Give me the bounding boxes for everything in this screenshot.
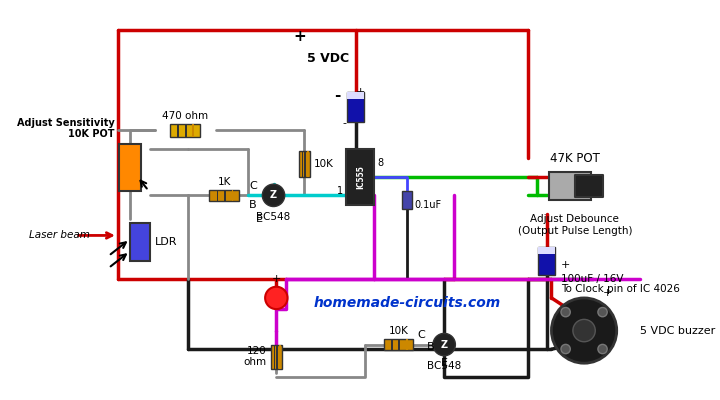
Bar [347,92,364,122]
Bar [307,150,309,177]
Text: 47K POT: 47K POT [550,152,600,164]
Bar [347,92,364,99]
Circle shape [552,298,617,363]
Text: +: + [603,288,612,298]
Text: B: B [428,342,435,352]
Bar [232,190,233,201]
Bar [384,339,413,350]
Text: 5 VDC buzzer: 5 VDC buzzer [640,326,715,336]
Text: Z: Z [441,340,448,350]
Circle shape [265,287,287,309]
Circle shape [262,184,284,206]
Text: +: + [293,29,306,44]
Circle shape [598,344,607,354]
Circle shape [433,333,455,356]
Text: 470 ohm: 470 ohm [162,111,208,121]
Circle shape [561,344,570,354]
Bar [271,344,282,369]
Bar [274,344,275,369]
Bar [217,190,218,201]
Text: BC548: BC548 [427,361,462,371]
Bar [305,150,306,177]
Text: Adjust Sensitivity
10K POT: Adjust Sensitivity 10K POT [17,118,115,139]
Bar [276,344,278,369]
Text: +: + [271,274,281,284]
Text: E: E [441,358,448,368]
Text: 5 VDC: 5 VDC [307,52,348,65]
Text: LDR: LDR [155,237,178,247]
Bar [130,223,150,261]
Text: Adjust Debounce
(Output Pulse Length): Adjust Debounce (Output Pulse Length) [518,214,632,236]
Bar [299,150,310,177]
Text: 8: 8 [377,158,383,168]
Bar [224,190,226,201]
Text: C: C [417,330,425,340]
Bar [192,124,194,136]
Text: 100uF / 16V: 100uF / 16V [561,274,624,284]
Text: +: + [356,87,365,97]
Text: homemade-circuits.com: homemade-circuits.com [313,296,500,310]
Text: 10K: 10K [389,326,408,336]
Text: To Clock pin of IC 4026: To Clock pin of IC 4026 [561,284,680,294]
Bar [539,247,555,254]
Text: B: B [249,200,257,210]
Bar [170,124,200,136]
Bar [398,339,400,350]
Text: 0.1uF: 0.1uF [414,200,441,210]
Text: Z: Z [270,190,277,200]
Bar [549,172,590,200]
Text: 1: 1 [338,186,343,196]
Bar [119,144,141,191]
Circle shape [561,308,570,317]
Bar [406,339,408,350]
Text: Laser beam: Laser beam [30,230,90,240]
Text: -: - [334,88,340,103]
Bar [575,175,603,197]
Text: E: E [256,214,263,224]
Bar [391,339,393,350]
Text: +: + [561,260,570,270]
Bar [279,344,281,369]
Text: C: C [249,181,257,191]
Bar [210,190,239,201]
Text: -: - [343,118,346,128]
Bar [185,124,186,136]
Circle shape [573,319,595,342]
Text: 1K: 1K [217,177,231,187]
Text: 10K: 10K [314,159,333,169]
Bar [539,247,555,275]
Bar [402,191,412,209]
Bar [346,149,374,205]
Text: IC555: IC555 [356,165,365,189]
Bar [177,124,179,136]
Text: 120
ohm: 120 ohm [244,346,267,368]
Circle shape [598,308,607,317]
Text: BC548: BC548 [256,212,291,222]
Bar [302,150,303,177]
